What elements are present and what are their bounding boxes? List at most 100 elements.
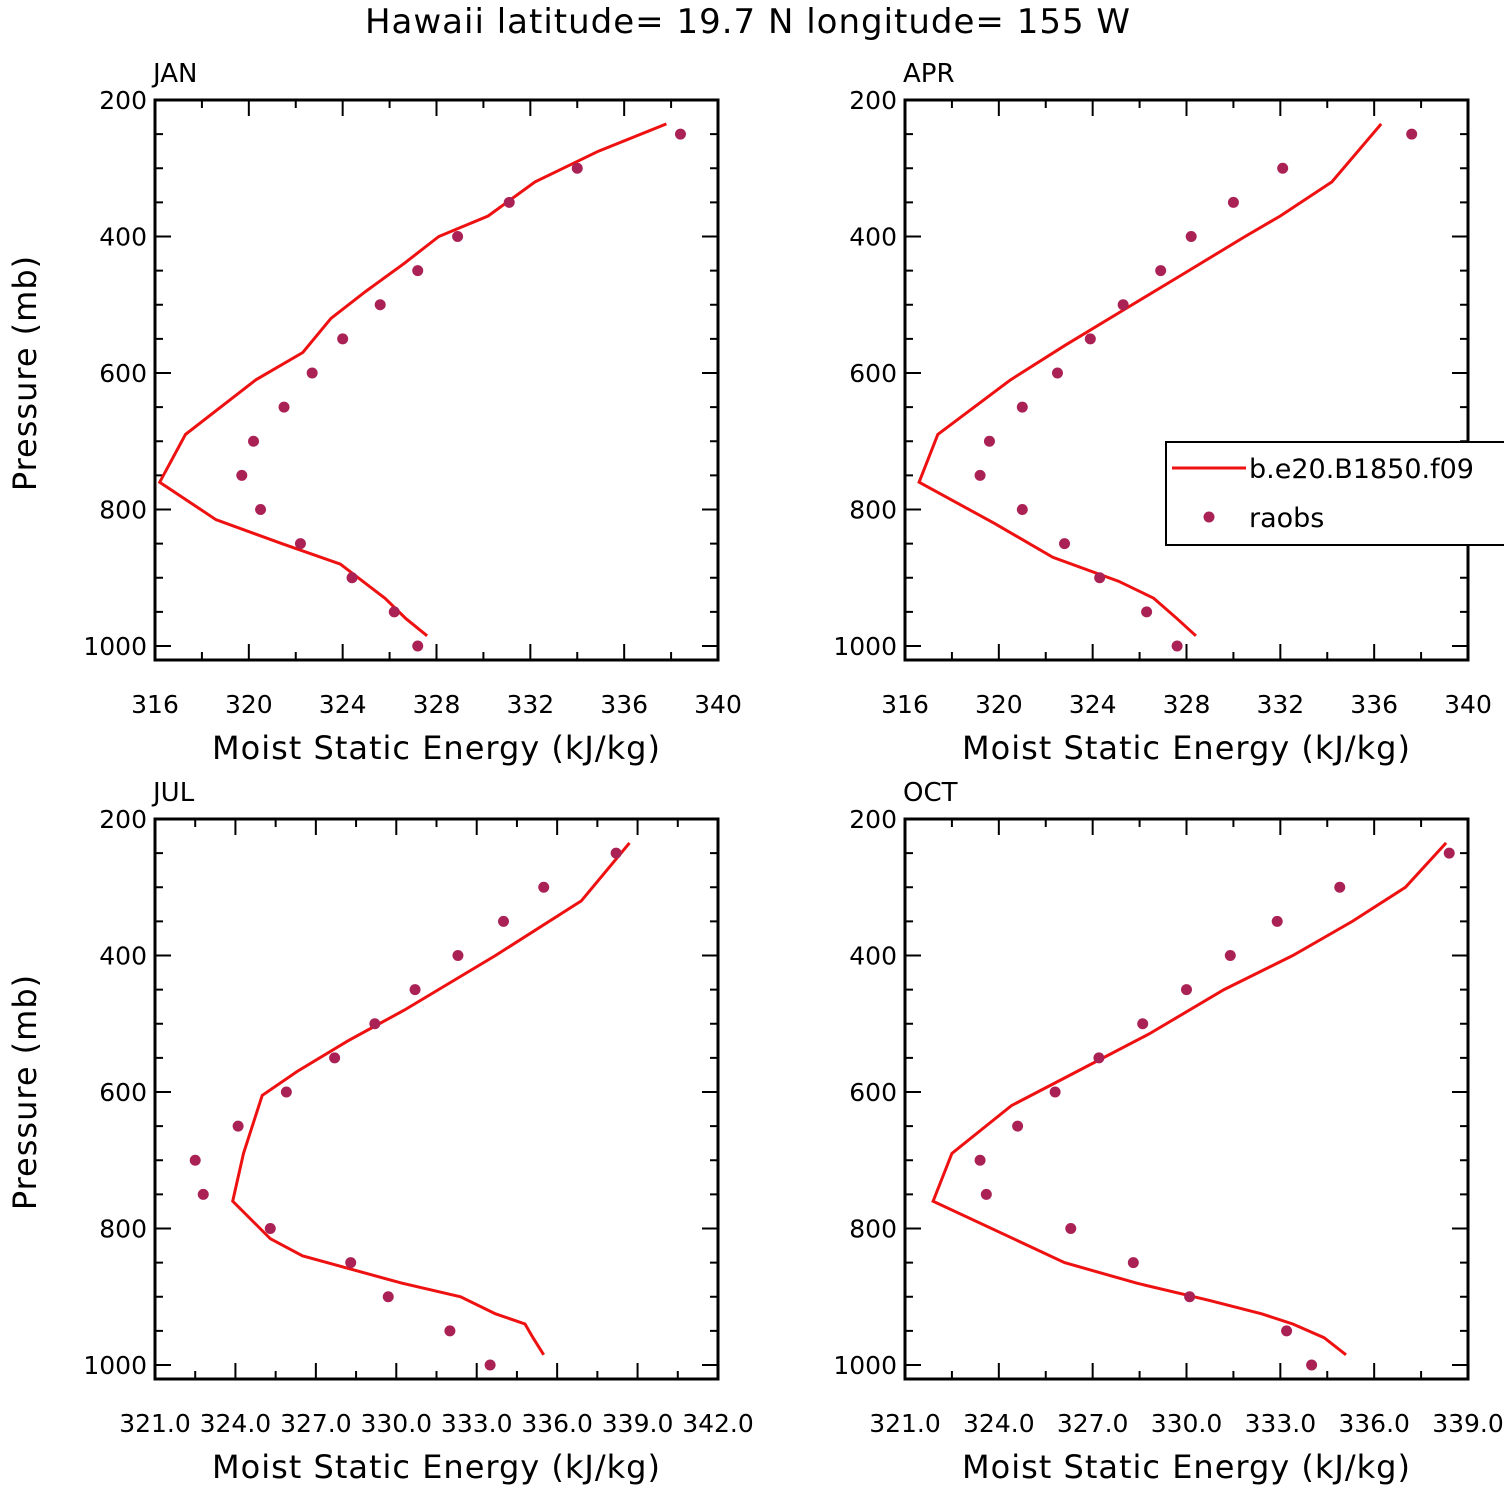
obs-point [1185,231,1197,242]
panel-label: OCT [903,778,958,808]
figure-title: Hawaii latitude= 19.7 N longitude= 155 W [365,2,1131,42]
obs-point [1127,1257,1139,1269]
x-tick-label: 333.0 [1245,1409,1317,1438]
x-axis-title: Moist Static Energy (kJ/kg) [962,729,1411,767]
model-line [931,841,1448,1356]
obs-point [538,881,550,893]
plot-frame [153,98,720,662]
model-line [917,122,1383,637]
obs-point [1084,333,1096,345]
obs-point [1094,572,1106,584]
obs-point [1093,1052,1105,1064]
y-tick-label: 800 [849,1215,897,1244]
y-tick-label: 800 [99,496,147,525]
obs-point [484,1359,496,1371]
obs-point [1117,299,1129,311]
obs-point [412,640,424,652]
panel-jan: 200 400 600 800 1000 316 320 324 328 332 336 340 JAN… [6,59,742,767]
x-tick-label: 324 [1069,690,1117,719]
obs-point [498,915,510,927]
model-line [157,122,667,637]
y-axis-title: Pressure (mb) [6,255,44,491]
y-tick-label: 600 [849,1078,897,1107]
x-tick-label: 320 [225,690,273,719]
x-tick-label: 321.0 [869,1409,941,1438]
obs-point [1049,1086,1061,1098]
obs-point [1059,538,1071,550]
obs-point [1181,984,1192,996]
y-tick-label: 600 [99,1078,147,1107]
panel-label: JAN [151,59,197,89]
panel-apr: 200 400 600 800 1000 316 320 324 328 332 336 340 APR… [833,59,1491,767]
obs-point [197,1188,209,1200]
obs-point [1277,162,1289,174]
obs-point [1224,950,1236,961]
obs-point [1012,1120,1024,1132]
obs-point [452,950,464,961]
obs-point [1406,128,1418,140]
obs-point [674,128,686,140]
x-tick-label: 330.0 [1151,1409,1223,1438]
x-tick-label: 336 [1350,690,1398,719]
x-tick-label: 324.0 [200,1409,272,1438]
x-tick-label: 336.0 [1338,1409,1410,1438]
x-tick-label: 333.0 [441,1409,513,1438]
obs-point [255,504,267,515]
y-tick-label: 600 [849,359,897,388]
legend-box [1165,441,1504,546]
obs-point [236,469,248,481]
x-tick-label: 340 [694,690,742,719]
obs-point [980,1188,992,1200]
plot-frame [153,817,720,1381]
obs-point [329,1052,341,1064]
y-tick-label: 800 [99,1215,147,1244]
y-tick-label: 1000 [83,632,147,661]
x-axis-title: Moist Static Energy (kJ/kg) [212,729,661,767]
obs-point [294,538,306,550]
y-tick-label: 400 [849,223,897,252]
y-tick-label: 200 [849,86,897,115]
obs-point [1443,847,1455,859]
x-tick-label: 342.0 [682,1409,754,1438]
obs-point [974,469,986,481]
obs-point [1271,915,1283,927]
x-tick-label: 328 [413,690,461,719]
obs-point [189,1154,201,1166]
obs-point [1155,265,1167,277]
y-tick-label: 200 [99,805,147,834]
x-tick-label: 339.0 [602,1409,674,1438]
obs-point [571,162,583,174]
legend-obs-label: raobs [1249,503,1324,534]
panel-jul: 200 400 600 800 1000 321.0 324.0 327.0 330.0 333.… [6,778,754,1486]
obs-point [345,1257,357,1269]
obs-point [1171,640,1183,652]
x-axis-title: Moist Static Energy (kJ/kg) [212,1448,661,1486]
x-tick-label: 332 [506,690,554,719]
y-tick-label: 600 [99,359,147,388]
x-tick-label: 320 [975,690,1023,719]
x-tick-label: 324.0 [963,1409,1035,1438]
x-tick-label: 332 [1256,690,1304,719]
obs-point [1334,881,1346,893]
y-tick-label: 800 [849,496,897,525]
obs-point [983,435,995,447]
x-tick-label: 336.0 [521,1409,593,1438]
x-tick-label: 324 [319,690,367,719]
obs-point [1227,196,1239,208]
panel-label: APR [903,59,955,89]
obs-point [503,196,515,208]
obs-point [278,401,290,413]
obs-point [1281,1325,1293,1337]
x-tick-label: 321.0 [119,1409,191,1438]
x-tick-label: 340 [1444,690,1492,719]
obs-point [444,1325,456,1337]
obs-point [1137,1018,1149,1030]
x-tick-label: 316 [881,690,929,719]
x-tick-label: 336 [600,690,648,719]
y-tick-label: 1000 [833,1351,897,1380]
obs-point [248,435,260,447]
obs-point [1051,367,1063,379]
obs-point [409,984,421,996]
x-tick-label: 327.0 [280,1409,352,1438]
